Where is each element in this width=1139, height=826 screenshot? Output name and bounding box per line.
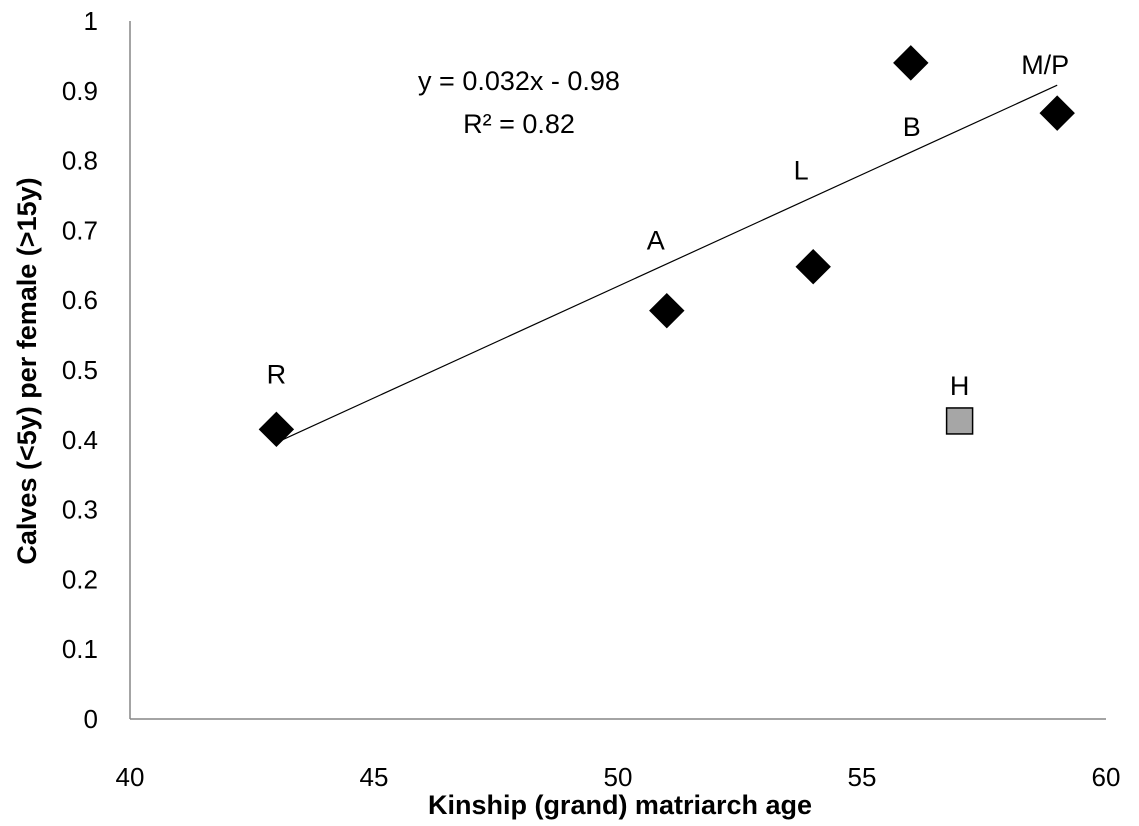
y-tick-label: 0.3 [62, 495, 98, 525]
y-axis-title: Calves (<5y) per female (>15y) [12, 177, 42, 564]
data-point-label: M/P [1021, 50, 1069, 80]
trendline [276, 84, 1058, 444]
data-point-label: B [903, 112, 921, 142]
x-tick-label: 40 [116, 762, 145, 792]
data-point-labels: R A L B M/P H [267, 50, 1070, 401]
data-point-diamond [795, 248, 831, 285]
y-tick-label: 0.7 [62, 215, 98, 245]
x-tick-label: 45 [360, 762, 389, 792]
data-point-diamond [258, 411, 295, 448]
data-point-diamond [1039, 95, 1075, 131]
y-tick-label: 0.9 [62, 76, 98, 106]
data-point-square [945, 407, 974, 435]
data-points [258, 45, 1075, 448]
y-tick-label: 1 [84, 6, 98, 36]
y-tick-label: 0.8 [62, 146, 98, 176]
y-tick-label: 0.1 [62, 634, 98, 664]
x-axis-ticks: 40 45 50 55 60 [116, 762, 1121, 792]
axes [129, 21, 1106, 720]
y-tick-label: 0 [84, 704, 98, 734]
x-tick-label: 60 [1092, 762, 1121, 792]
data-point-diamond [649, 292, 685, 329]
trendline-equation: y = 0.032x - 0.98 [418, 66, 620, 96]
data-point-label: R [267, 359, 287, 389]
y-tick-label: 0.6 [62, 285, 98, 315]
x-tick-label: 50 [604, 762, 633, 792]
y-axis-ticks: 0 0.1 0.2 0.3 0.4 0.5 0.6 0.7 0.8 0.9 1 [62, 6, 98, 734]
data-point-label: H [950, 371, 970, 401]
y-tick-label: 0.2 [62, 564, 98, 594]
y-tick-label: 0.5 [62, 355, 98, 385]
data-point-label: A [647, 226, 665, 256]
data-point-diamond [893, 45, 929, 81]
x-tick-label: 55 [848, 762, 877, 792]
x-axis-title: Kinship (grand) matriarch age [428, 790, 812, 820]
data-point-label: L [794, 156, 809, 186]
y-tick-label: 0.4 [62, 425, 98, 455]
trendline-r-squared: R² = 0.82 [463, 109, 575, 139]
